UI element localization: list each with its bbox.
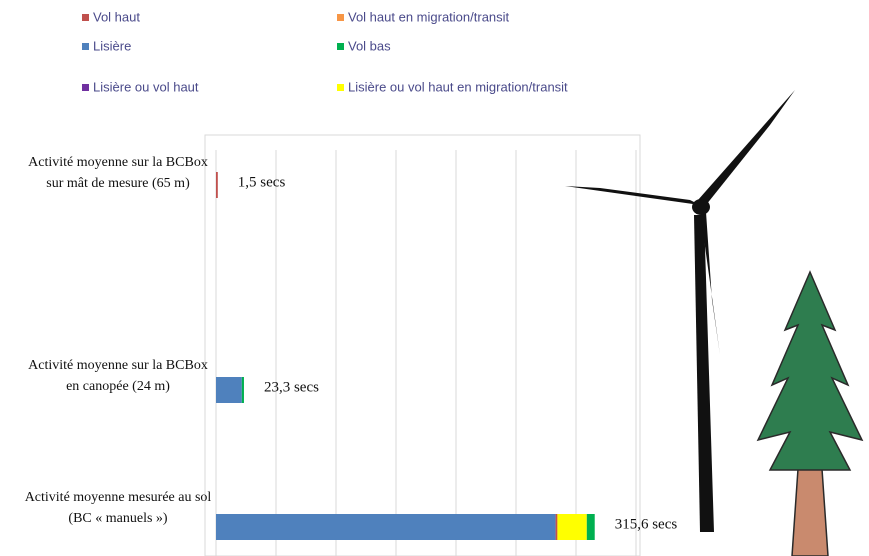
legend-label: Vol haut <box>93 9 140 24</box>
bar-segment <box>586 514 595 540</box>
legend-label: Lisière ou vol haut en migration/transit <box>348 79 568 94</box>
legend-label: Lisière ou vol haut <box>93 79 199 94</box>
bar-segment <box>241 377 244 403</box>
category-label: Activité moyenne sur la BCBox sur mât de… <box>28 155 208 191</box>
legend-swatch <box>82 84 89 91</box>
wind-turbine <box>565 90 795 532</box>
bar-segment <box>557 514 587 540</box>
legend-swatch <box>82 43 89 50</box>
bar-segment <box>555 514 558 540</box>
total-label: 315,6 secs <box>615 516 678 532</box>
category-label: Activité moyenne sur la BCBox en canopée… <box>28 358 208 394</box>
legend-swatch <box>82 14 89 21</box>
tree <box>756 270 864 556</box>
category-label: Activité moyenne mesurée au sol (BC « ma… <box>24 490 212 526</box>
legend-label: Vol bas <box>348 38 391 53</box>
total-label: 1,5 secs <box>238 174 286 190</box>
legend-label: Vol haut en migration/transit <box>348 9 510 24</box>
bar-segment <box>216 514 556 540</box>
bar-segment <box>216 377 242 403</box>
bar-segment <box>216 172 218 198</box>
plot-frame <box>204 134 641 556</box>
legend-swatch <box>337 43 344 50</box>
total-label: 23,3 secs <box>264 379 319 395</box>
legend-swatch <box>337 84 344 91</box>
legend-label: Lisière <box>93 38 131 53</box>
legend-swatch <box>337 14 344 21</box>
